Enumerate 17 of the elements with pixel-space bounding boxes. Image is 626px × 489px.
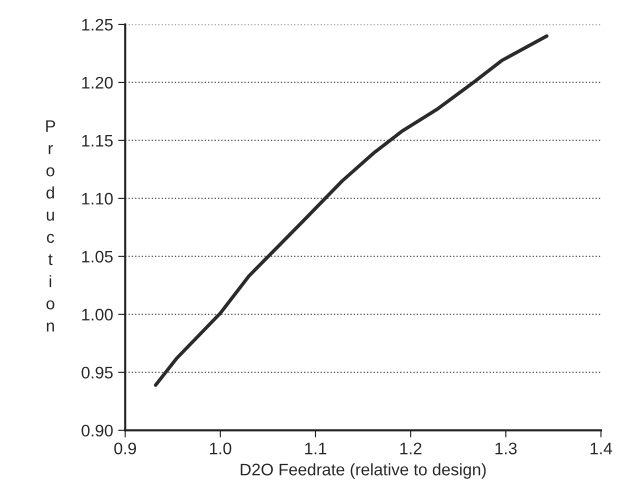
y-tick-label: 1.20 xyxy=(82,76,113,89)
text: Production xyxy=(46,120,56,332)
x-tick-label: 1.4 xyxy=(590,442,612,454)
y-tick-label: 1.15 xyxy=(82,134,113,147)
x-tick-label: 1.3 xyxy=(495,442,517,454)
x-tick-label: 1.0 xyxy=(210,442,232,454)
line-series xyxy=(154,34,548,387)
x-tick-label: 1.1 xyxy=(305,442,326,454)
x-axis-title: D2O Feedrate (relative to design) xyxy=(240,463,486,479)
x-tick-label: 1.2 xyxy=(400,442,422,454)
y-tick-label: 0.95 xyxy=(82,366,113,379)
y-tick-label: 1.25 xyxy=(82,18,113,31)
y-tick-label: 1.05 xyxy=(82,250,113,263)
y-tick-label: 1.00 xyxy=(82,308,113,321)
y-tick-label: 0.90 xyxy=(82,424,113,437)
y-tick-label: 1.10 xyxy=(82,192,113,205)
x-tick-label: 0.9 xyxy=(114,442,136,454)
